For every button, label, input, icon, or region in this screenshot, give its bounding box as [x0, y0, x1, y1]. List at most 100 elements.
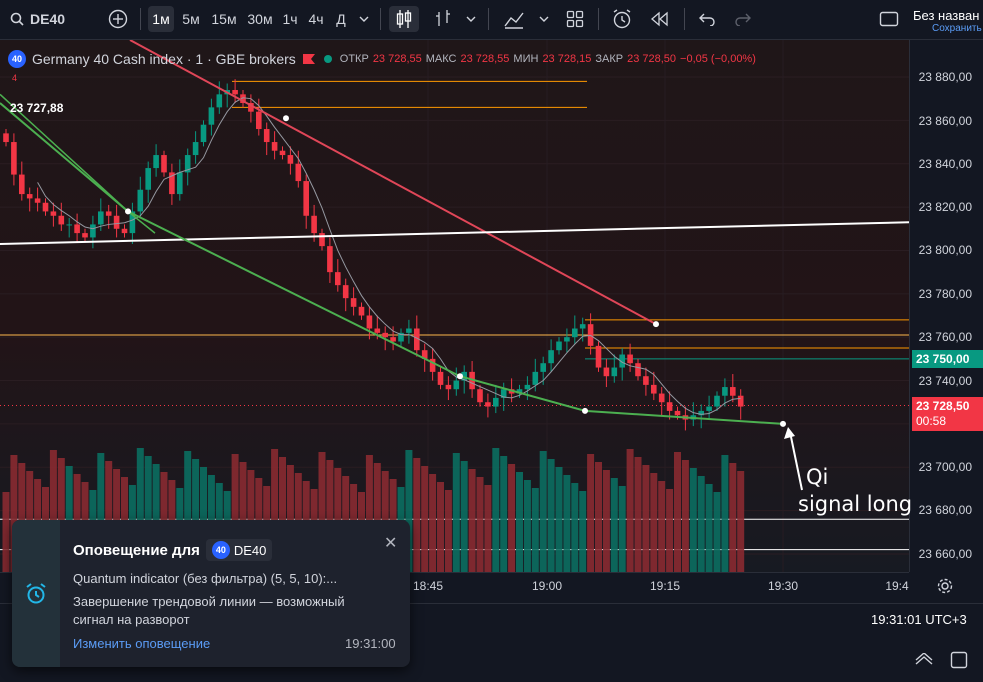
price-tick: 23 860,00: [918, 114, 972, 128]
close-icon[interactable]: ✕: [384, 535, 398, 552]
change-value: −0,05 (−0,00%): [680, 53, 756, 65]
interval-5m[interactable]: 5м: [182, 11, 200, 27]
candle: [516, 389, 523, 394]
undo-button[interactable]: [694, 6, 720, 32]
candle: [453, 380, 460, 390]
candle: [635, 363, 641, 377]
notification-symbol-chip[interactable]: 40 DE40: [205, 539, 273, 561]
chevron-down-icon: [359, 16, 369, 22]
pivot-point: [653, 321, 659, 328]
volume-bar: [500, 456, 508, 572]
time-axis[interactable]: 18:45 19:00 19:15 19:30 19:4: [0, 572, 909, 603]
interval-dropdown[interactable]: [356, 6, 372, 32]
symbol-badge: 40: [8, 50, 26, 68]
interval-15m[interactable]: 15м: [211, 11, 237, 27]
pivot-point: [780, 420, 786, 427]
bars-chart-type-button[interactable]: [430, 6, 456, 32]
volume-bar: [484, 485, 492, 572]
volume-bar: [579, 491, 587, 572]
collapse-panel-button[interactable]: [913, 652, 935, 670]
candles-chart-type-button[interactable]: [389, 6, 419, 32]
chart-type-dropdown[interactable]: [463, 6, 479, 32]
symbol-search-button[interactable]: DE40: [6, 6, 82, 32]
maximize-panel-button[interactable]: [950, 651, 968, 672]
candle: [674, 410, 681, 416]
alarm-clock-icon: [613, 9, 631, 29]
candle: [335, 272, 341, 286]
volume-bar: [437, 482, 444, 572]
maximize-icon: [950, 651, 968, 669]
instrument-title[interactable]: Germany 40 Cash index · 1 · GBE brokers: [32, 51, 296, 67]
scale-settings-button[interactable]: [936, 577, 954, 598]
volume-bar: [326, 460, 334, 572]
candle: [327, 246, 333, 273]
candle: [342, 285, 349, 299]
candle: [398, 332, 404, 342]
candle: [406, 328, 412, 333]
interval-day[interactable]: Д: [336, 11, 346, 27]
candle: [279, 150, 286, 156]
price-chart[interactable]: [0, 40, 909, 572]
alert-button[interactable]: [608, 6, 636, 32]
volume-bar: [144, 456, 152, 572]
left-marker: 4: [12, 73, 18, 83]
status-bar: 19:31:01 UTC+3: [0, 603, 983, 682]
save-link[interactable]: Сохранить: [932, 23, 982, 34]
volume-bar: [658, 481, 666, 572]
price-tick: 23 760,00: [918, 330, 972, 344]
candle: [256, 111, 262, 130]
volume-bar: [373, 463, 381, 572]
candle: [382, 332, 388, 338]
close-label: ЗАКР: [595, 53, 624, 65]
high-value: 23 728,55: [460, 53, 510, 65]
candle: [651, 384, 657, 394]
candle: [287, 155, 294, 164]
price-scale[interactable]: 23 880,00 23 860,00 23 840,00 23 820,00 …: [909, 40, 983, 572]
interval-1h[interactable]: 1ч: [282, 11, 298, 27]
candle: [564, 337, 570, 342]
replay-button[interactable]: [646, 6, 674, 32]
chevrons-up-icon: [915, 652, 933, 665]
volume-bar: [2, 492, 10, 572]
price-tick: 23 680,00: [918, 503, 972, 517]
edit-alert-link[interactable]: Изменить оповещение: [73, 636, 211, 651]
plus-circle-icon: [108, 9, 128, 29]
candle: [414, 328, 420, 351]
candle: [169, 172, 175, 195]
annotation-qi: Qi: [806, 465, 829, 489]
redo-button[interactable]: [730, 6, 756, 32]
layout-manager-button[interactable]: [876, 6, 902, 32]
layout-name[interactable]: Без назван: [913, 8, 980, 23]
candle: [722, 387, 728, 396]
indicators-dropdown[interactable]: [536, 6, 552, 32]
indicators-button[interactable]: [500, 6, 528, 32]
add-symbol-button[interactable]: [104, 6, 132, 32]
interval-4h[interactable]: 4ч: [308, 11, 324, 27]
alert-notification[interactable]: Оповещение для 40 DE40 ✕ Quantum indicat…: [12, 520, 410, 667]
volume-bar: [192, 459, 200, 572]
chevron-down-icon: [466, 16, 476, 22]
interval-1m[interactable]: 1м: [148, 6, 174, 32]
time-tick: 18:45: [412, 579, 444, 593]
price-tick: 23 820,00: [918, 200, 972, 214]
volume-bar: [610, 478, 618, 572]
pivot-point: [283, 115, 289, 122]
layouts-button[interactable]: [562, 6, 588, 32]
flag-icon[interactable]: [302, 53, 316, 65]
volume-bar: [689, 468, 697, 572]
level-price-label: 23 750,00: [912, 350, 983, 368]
candle: [706, 406, 712, 411]
candle: [595, 345, 602, 368]
candle: [737, 395, 744, 407]
redo-icon: [735, 13, 751, 26]
candle: [240, 94, 246, 104]
ohlc-values: ОТКР 23 728,55 МАКС 23 728,55 МИН 23 728,15…: [340, 53, 756, 65]
candle: [319, 233, 325, 247]
candle: [350, 298, 357, 307]
candle: [248, 103, 254, 112]
interval-30m[interactable]: 30м: [247, 11, 273, 27]
volume-bar: [421, 466, 429, 572]
price-tick: 23 700,00: [918, 460, 972, 474]
volume-bar: [674, 452, 681, 572]
clock[interactable]: 19:31:01 UTC+3: [871, 612, 967, 627]
